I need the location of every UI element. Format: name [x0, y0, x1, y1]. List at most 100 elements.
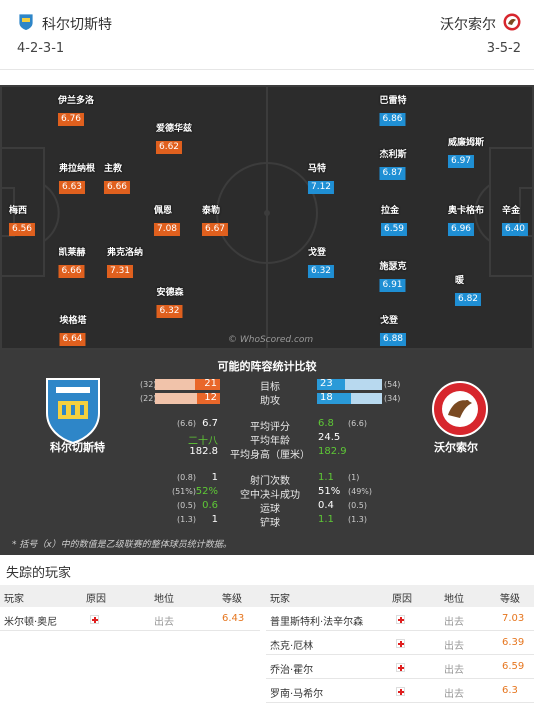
col-player: 玩家 [270, 594, 290, 605]
missing-player-row: 米尔顿·奥尼 出去 6.43 [0, 608, 260, 631]
away-player[interactable]: 拉金 6.59 [380, 203, 408, 236]
away-value: 182.9 [318, 446, 347, 457]
player-name: 爱德华兹 [155, 124, 193, 134]
home-value: 12 [204, 392, 217, 403]
away-value: 23 [320, 378, 333, 389]
home-player[interactable]: 佩恩 7.08 [153, 203, 181, 236]
watermark: © WhoScored.com [228, 335, 314, 345]
away-player[interactable]: 辛金 6.40 [501, 203, 529, 236]
away-bar-fill [317, 393, 351, 404]
player-name: 奥卡格布 [447, 206, 485, 216]
player-name: 戈登 [379, 316, 398, 326]
home-player[interactable]: 爱德华兹 6.62 [155, 121, 193, 154]
player-name: 弗克洛纳 [106, 248, 144, 258]
missing-status: 出去 [444, 665, 464, 676]
away-player[interactable]: 戈登 6.88 [379, 313, 407, 346]
home-player[interactable]: 主教 6.66 [103, 161, 131, 194]
home-player[interactable]: 安德森 6.32 [156, 285, 184, 318]
player-name: 威廉姆斯 [447, 138, 485, 148]
player-rating: 6.32 [156, 305, 183, 318]
missing-rating: 6.59 [502, 661, 525, 672]
home-bar: 21 [155, 378, 220, 390]
home-player[interactable]: 弗克洛纳 7.31 [106, 245, 144, 278]
away-player[interactable]: 杰利斯 6.87 [379, 147, 407, 180]
home-player[interactable]: 凯莱赫 6.66 [58, 245, 86, 278]
home-player[interactable]: 伊兰多洛 6.76 [57, 93, 94, 126]
home-league-value: (32) [140, 380, 157, 389]
home-player[interactable]: 埃格塔 6.64 [59, 313, 87, 346]
away-player[interactable]: 奥卡格布 6.96 [447, 203, 485, 236]
col-rating: 等级 [222, 594, 242, 605]
player-rating: 6.63 [58, 181, 86, 194]
player-name: 埃格塔 [59, 316, 87, 326]
home-player[interactable]: 泰勒 6.67 [201, 203, 229, 236]
away-league-value: (54) [384, 380, 401, 389]
stat-row-tackles: (1.3) 1 铲球 1.1 (1.3) [0, 514, 534, 529]
away-player[interactable]: 施瑟克 6.91 [379, 259, 407, 292]
col-player: 玩家 [4, 594, 24, 605]
home-player[interactable]: 弗拉纳根 6.63 [58, 161, 95, 194]
player-name: 梅西 [8, 206, 27, 216]
home-team-name[interactable]: 科尔切斯特 [42, 17, 112, 33]
away-league-value: (1) [348, 473, 360, 482]
away-value: 18 [320, 392, 333, 403]
player-name: 施瑟克 [379, 262, 407, 272]
colchester-crest-icon[interactable] [17, 13, 35, 31]
stat-label: 射门次数 [250, 476, 290, 487]
home-league-value: (1.3) [177, 515, 196, 524]
home-value: 182.8 [189, 446, 218, 457]
home-value: 21 [204, 378, 217, 389]
player-name: 主教 [103, 164, 122, 174]
player-rating: 6.76 [57, 113, 85, 126]
missing-player-name[interactable]: 罗南·马希尔 [270, 689, 324, 700]
player-rating: 6.97 [447, 155, 475, 168]
injury-icon [396, 663, 405, 672]
player-name: 马特 [307, 164, 326, 174]
player-rating: 6.64 [59, 333, 86, 346]
missing-players-header: 玩家 原因 地位 等级 玩家 原因 地位 等级 [0, 585, 534, 607]
home-value: 1 [211, 472, 218, 483]
comparison-title: 可能的阵容统计比较 [217, 360, 317, 373]
home-value: 0.6 [202, 500, 218, 511]
home-player[interactable]: 梅西 6.56 [8, 203, 36, 236]
stat-label: 平均身高（厘米） [230, 450, 310, 461]
player-rating: 6.86 [379, 113, 406, 126]
missing-player-name[interactable]: 普里斯特利·法辛尔森 [270, 617, 364, 628]
missing-status: 出去 [154, 617, 174, 628]
col-rating: 等级 [500, 594, 520, 605]
away-player[interactable]: 马特 7.12 [307, 161, 335, 194]
away-player[interactable]: 戈登 6.32 [307, 245, 335, 278]
missing-rating: 7.03 [502, 613, 525, 624]
home-bar: 12 [155, 392, 220, 404]
home-value: 1 [211, 514, 218, 525]
injury-icon [90, 615, 99, 624]
missing-player-name[interactable]: 米尔顿·奥尼 [4, 617, 58, 628]
away-team-label: 沃尔索尔 [434, 441, 478, 454]
missing-player-name[interactable]: 杰克·厄林 [270, 641, 314, 652]
away-player[interactable]: 暖 6.82 [454, 273, 482, 306]
away-value: 24.5 [318, 432, 341, 443]
stat-label: 平均评分 [250, 422, 290, 433]
away-league-value: (34) [384, 394, 401, 403]
player-name: 佩恩 [153, 206, 172, 216]
player-name: 戈登 [307, 248, 326, 258]
away-player[interactable]: 巴雷特 6.86 [379, 93, 407, 126]
walsall-crest-icon[interactable] [503, 13, 521, 31]
player-rating: 6.87 [379, 167, 406, 180]
home-bar-fill [195, 379, 220, 390]
away-value: 0.4 [318, 500, 334, 511]
away-team-name[interactable]: 沃尔索尔 [440, 17, 496, 33]
away-player[interactable]: 威廉姆斯 6.97 [447, 135, 485, 168]
stat-row-avg-height: 182.8 平均身高（厘米） 182.9 [0, 446, 534, 461]
home-league-value: (22) [140, 394, 157, 403]
col-status: 地位 [444, 594, 464, 605]
home-league-value: (0.5) [177, 501, 196, 510]
pitch: 伊兰多洛 6.76 爱德华兹 6.62 弗拉纳根 6.63 主教 6.66 梅西… [0, 85, 534, 350]
missing-player-row: 普里斯特利·法辛尔森 出去 7.03 [266, 608, 534, 631]
away-bar-fill [317, 379, 345, 390]
player-rating: 6.66 [103, 181, 131, 194]
player-name: 拉金 [380, 206, 399, 216]
away-bar: 18 [317, 392, 382, 404]
missing-player-name[interactable]: 乔治·霍尔 [270, 665, 314, 676]
away-league-value: (1.3) [348, 515, 367, 524]
